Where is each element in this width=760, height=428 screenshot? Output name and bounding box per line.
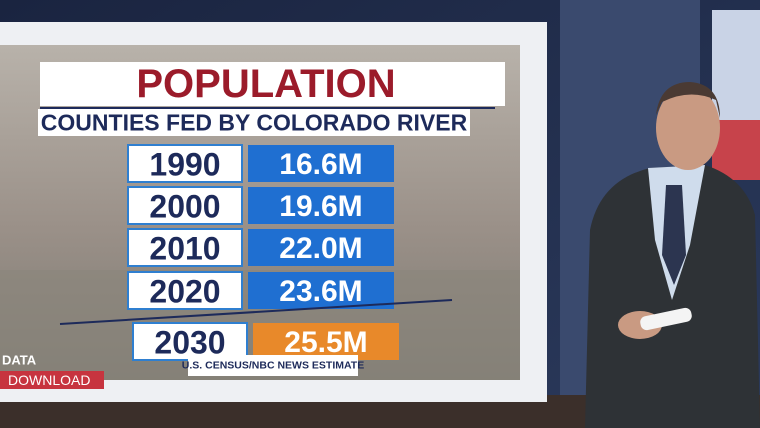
value-box	[253, 323, 399, 360]
year: 2000	[149, 189, 220, 225]
head	[656, 86, 720, 170]
value-box	[248, 187, 394, 224]
value-box	[248, 145, 394, 182]
subtitle: COUNTIES FED BY COLORADO RIVER	[41, 110, 468, 136]
tie	[662, 185, 686, 285]
flag-stripes	[712, 120, 760, 180]
year: 2030	[154, 325, 225, 361]
rows: 1990 16.6M 2000 19.6M 2010 22.0M 2020 23.6M 2030…	[127, 144, 399, 361]
value: 25.5M	[284, 326, 367, 359]
title-box	[40, 62, 505, 106]
papers	[640, 307, 692, 331]
value: 19.6M	[279, 190, 362, 223]
board: POPULATION COUNTIES FED BY COLORADO RIVE…	[0, 22, 547, 402]
value: 22.0M	[279, 232, 362, 265]
year-box	[127, 228, 243, 267]
year: 1990	[149, 147, 220, 183]
title: POPULATION	[136, 62, 395, 106]
year-box	[127, 271, 243, 310]
source: U.S. CENSUS/NBC NEWS ESTIMATE	[182, 360, 364, 372]
value-box	[248, 229, 394, 266]
year-box	[127, 186, 243, 225]
year-box	[132, 322, 248, 361]
value-box	[248, 272, 394, 309]
logo-top: DATA	[2, 353, 37, 368]
presenter	[585, 82, 760, 428]
value: 16.6M	[279, 148, 362, 181]
estimate-rule	[59, 299, 453, 325]
logo-box	[0, 371, 104, 389]
year: 2010	[149, 231, 220, 267]
logo-bottom: DOWNLOAD	[8, 372, 90, 388]
source-box	[188, 355, 358, 376]
subtitle-box	[38, 109, 470, 136]
value: 23.6M	[279, 275, 362, 308]
year: 2020	[149, 274, 220, 310]
year-box	[127, 144, 243, 183]
hair	[656, 82, 720, 118]
